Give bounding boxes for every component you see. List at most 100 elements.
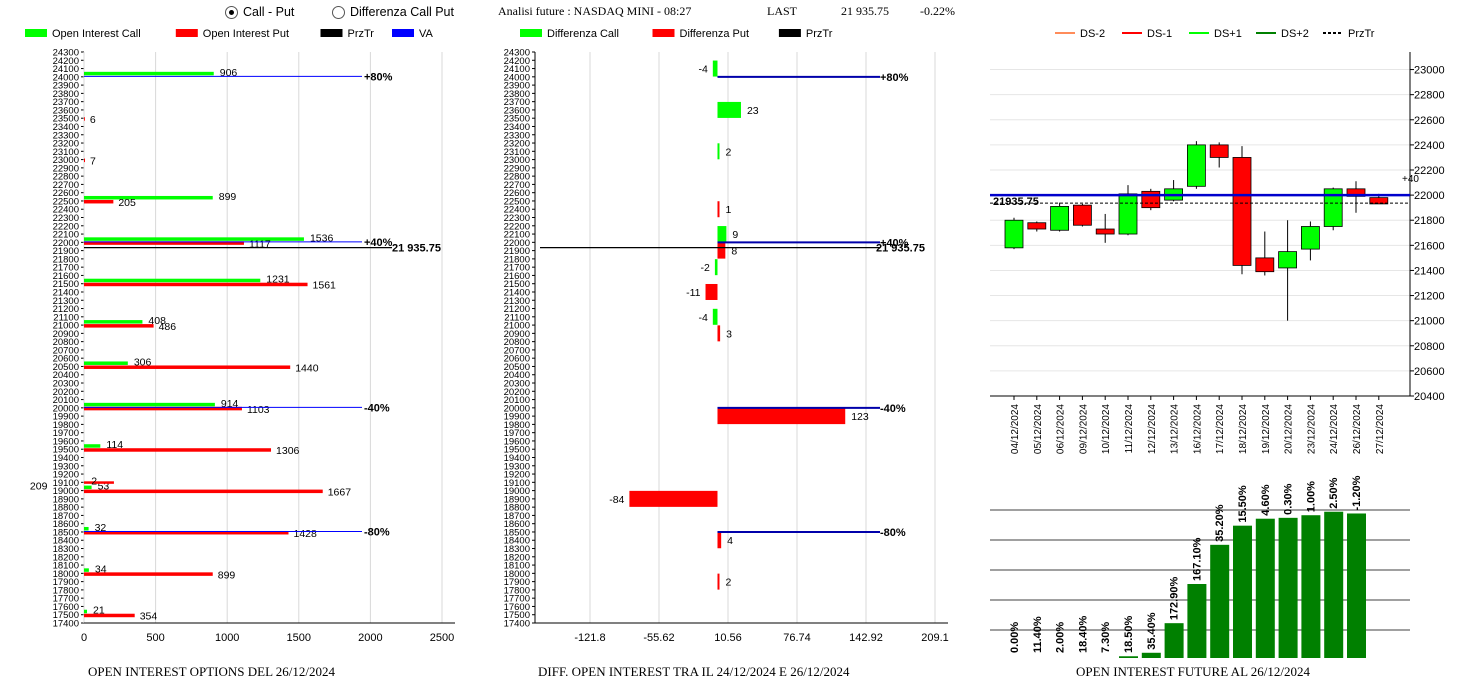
diff-legend-swatch (520, 29, 542, 37)
diff-y-tick-label: 23900 (504, 81, 530, 92)
oi-y-tick-label: 23600 (53, 105, 79, 116)
oi-call-bar (84, 320, 143, 324)
radio-unselected-icon[interactable] (332, 5, 345, 19)
diff-y-tick-label: 21900 (504, 246, 530, 257)
diff-y-tick-label: 19300 (504, 461, 530, 472)
oi-call-bar (84, 278, 261, 283)
oi-y-tick-label: 21700 (53, 263, 79, 274)
foi-bar (1141, 652, 1161, 658)
oi-put-bar (84, 324, 154, 328)
candle-x-tick-label: 11/12/2024 (1124, 404, 1135, 454)
oi-y-tick-label: 18000 (53, 569, 79, 580)
oi-y-tick-label: 20200 (53, 387, 79, 398)
oi-call-label: 914 (221, 398, 239, 410)
candle-body (1118, 193, 1138, 235)
foi-bar-label: 172.90% (1169, 577, 1181, 621)
candle-x-tick-label: 16/12/2024 (1192, 404, 1203, 454)
diff-y-tick-label: 19000 (504, 486, 530, 497)
oi-put-label: 1440 (295, 362, 319, 374)
last-change: -0.22% (920, 4, 955, 18)
oi-y-tick-label: 19700 (53, 428, 79, 439)
radio-selected-icon[interactable] (225, 5, 238, 19)
diff-y-tick-label: 20400 (504, 370, 530, 381)
oi-y-tick-label: 24200 (53, 56, 79, 67)
diff-bar-label: 8 (731, 246, 737, 258)
oi-legend-swatch (175, 29, 198, 37)
oi-x-tick-label: 0 (81, 632, 87, 644)
diff-y-tick-label: 21600 (504, 271, 530, 282)
oi-y-tick-label: 22800 (53, 172, 79, 183)
oi-put-label: 1103 (247, 404, 270, 416)
diff-bar (714, 259, 718, 276)
oi-x-tick-label: 2000 (358, 632, 382, 644)
oi-call-label: 2 (91, 475, 97, 487)
candle-y-tick-label: 20600 (1414, 366, 1445, 378)
diff-x-tick-label: 142.92 (849, 632, 883, 644)
oi-call-bar (84, 568, 89, 572)
oi-call-label: 899 (219, 191, 237, 203)
diff-y-tick-label: 23700 (504, 97, 530, 108)
diff-bar (717, 242, 726, 259)
oi-y-tick-label: 24000 (53, 72, 79, 83)
diff-legend-swatch (652, 29, 675, 37)
diff-bar (717, 143, 720, 160)
oi-put-label: 7 (90, 156, 96, 168)
candle-y-tick-label: 20400 (1414, 391, 1445, 403)
oi-call-bar (84, 71, 214, 76)
oi-y-tick-label: 22100 (53, 230, 79, 241)
diff-bar (712, 308, 718, 325)
foi-bar (1324, 511, 1344, 658)
oi-y-tick-label: 17800 (53, 585, 79, 596)
footer-diff-oi: DIFF. OPEN INTEREST TRA IL 24/12/2024 E … (538, 664, 850, 679)
oi-y-tick-label: 18900 (53, 494, 79, 505)
diff-y-tick-label: 19900 (504, 412, 530, 423)
diff-legend-swatch (778, 29, 801, 37)
candle-y-tick-label: 22600 (1414, 115, 1445, 127)
oi-y-tick-label: 23300 (53, 130, 79, 141)
oi-call-label: 906 (220, 67, 238, 79)
oi-y-tick-label: 20700 (53, 345, 79, 356)
diff-y-tick-label: 18700 (504, 511, 530, 522)
diff-y-tick-label: 21000 (504, 321, 530, 332)
diff-y-tick-label: 22100 (504, 230, 530, 241)
candle-body (1027, 222, 1047, 230)
oi-call-label: 53 (98, 481, 110, 493)
foi-bar-label: 35.20% (1214, 504, 1226, 542)
candle-x-tick-label: 17/12/2024 (1215, 404, 1226, 454)
oi-put-bar (84, 199, 114, 204)
oi-y-tick-label: 18400 (53, 536, 79, 547)
oi-y-tick-label: 20100 (53, 395, 79, 406)
candle-x-tick-label: 18/12/2024 (1238, 404, 1249, 454)
oi-x-tick-label: 1500 (287, 632, 311, 644)
radio-call-put-label: Call - Put (243, 5, 295, 19)
candle-y-tick-label: 22800 (1414, 90, 1445, 102)
candle-x-tick-label: 23/12/2024 (1306, 404, 1317, 454)
diff-bar-label: -4 (698, 64, 707, 76)
oi-y-tick-label: 21900 (53, 246, 79, 257)
candle-body (1209, 144, 1229, 158)
candle-body (1232, 157, 1252, 266)
diff-y-tick-label: 19500 (504, 445, 530, 456)
diff-y-tick-label: 22200 (504, 221, 530, 232)
diff-y-tick-label: 17500 (504, 610, 530, 621)
candle-legend-label: DS-1 (1147, 28, 1172, 40)
diff-va-label: +80% (880, 72, 909, 84)
diff-y-tick-label: 18900 (504, 494, 530, 505)
oi-y-tick-label: 20600 (53, 354, 79, 365)
oi-call-bar (84, 609, 88, 614)
foi-bar-label: 2.50% (1328, 477, 1340, 508)
oi-y-tick-label: 20000 (53, 403, 79, 414)
radio-diff-call-put[interactable]: Differenza Call Put (332, 5, 454, 19)
oi-put-label: 1667 (328, 487, 352, 499)
radio-call-put[interactable]: Call - Put (225, 5, 294, 19)
oi-prztr-label: 21 935.75 (392, 243, 441, 255)
diff-bar (717, 532, 722, 549)
oi-put-label: 899 (218, 569, 236, 581)
diff-y-tick-label: 18100 (504, 561, 530, 572)
diff-y-tick-label: 18500 (504, 527, 530, 538)
diff-y-tick-label: 21400 (504, 287, 530, 298)
diff-bar (712, 60, 718, 77)
foi-bar-label: 18.50% (1123, 615, 1135, 653)
diff-y-tick-label: 23300 (504, 130, 530, 141)
diff-y-tick-label: 18400 (504, 536, 530, 547)
